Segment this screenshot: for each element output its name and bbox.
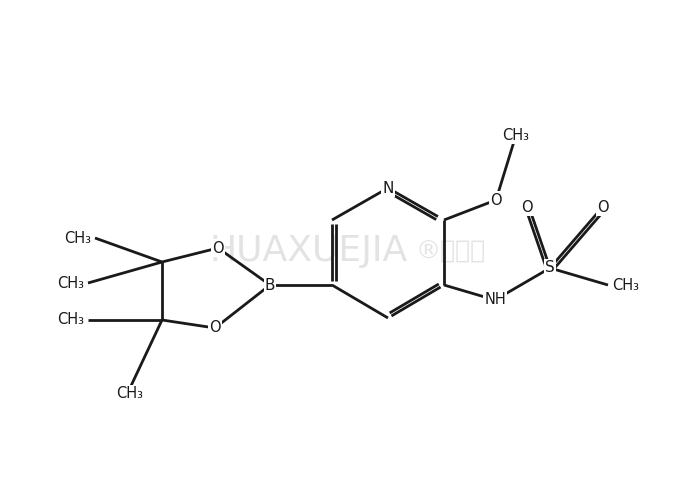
Text: B: B bbox=[265, 278, 275, 293]
Text: O: O bbox=[212, 240, 224, 256]
Text: N: N bbox=[383, 181, 394, 196]
Text: S: S bbox=[545, 261, 555, 276]
Text: O: O bbox=[490, 193, 502, 208]
Text: HUAXUEJIA: HUAXUEJIA bbox=[209, 234, 408, 269]
Text: CH₃: CH₃ bbox=[612, 278, 639, 293]
Text: CH₃: CH₃ bbox=[64, 230, 91, 245]
Text: CH₃: CH₃ bbox=[57, 276, 84, 291]
Text: O: O bbox=[209, 320, 221, 336]
Text: O: O bbox=[597, 200, 609, 214]
Text: CH₃: CH₃ bbox=[57, 312, 84, 327]
Text: ®化学加: ®化学加 bbox=[415, 239, 485, 264]
Text: CH₃: CH₃ bbox=[117, 386, 144, 401]
Text: CH₃: CH₃ bbox=[503, 127, 530, 142]
Text: O: O bbox=[521, 200, 533, 214]
Text: NH: NH bbox=[484, 293, 506, 307]
